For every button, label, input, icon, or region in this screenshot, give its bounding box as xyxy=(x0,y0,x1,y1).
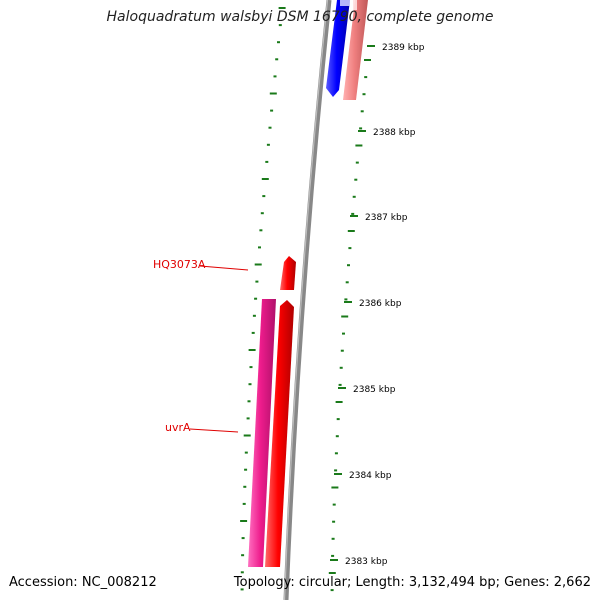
minor-tick-track-left xyxy=(240,7,286,591)
genome-backbone xyxy=(283,0,332,600)
tick-label-2388: 2388 kbp xyxy=(373,128,416,138)
tick-label-2386: 2386 kbp xyxy=(359,299,402,309)
gene-hq3073a[interactable] xyxy=(280,256,296,290)
tick-label-2385: 2385 kbp xyxy=(353,385,396,395)
topology-text: Topology: circular; Length: 3,132,494 bp… xyxy=(233,575,591,590)
major-tick-2384: 2384 kbp xyxy=(334,471,392,481)
accession-text: Accession: NC_008212 xyxy=(9,575,157,590)
tick-label-2389: 2389 kbp xyxy=(382,43,425,53)
gene-label-hq3073a-text: HQ3073A xyxy=(153,258,206,271)
tick-label-2387: 2387 kbp xyxy=(365,213,408,223)
gene-red-long[interactable] xyxy=(265,300,294,567)
major-tick-2389: 2389 kbp xyxy=(367,43,425,53)
minor-tick-track-right xyxy=(328,59,371,592)
major-tick-2387: 2387 kbp xyxy=(350,213,408,223)
tick-label-2384: 2384 kbp xyxy=(349,471,392,481)
gene-uvra[interactable] xyxy=(248,299,276,567)
major-tick-2386: 2386 kbp xyxy=(344,299,402,309)
major-tick-2383: 2383 kbp xyxy=(330,557,388,567)
gene-label-uvra-text: uvrA xyxy=(165,421,191,434)
major-tick-2388: 2388 kbp xyxy=(358,128,416,138)
genome-backbone-highlight xyxy=(283,0,329,600)
gene-salmon-forward[interactable] xyxy=(343,0,368,100)
map-title: Haloquadratum walsbyi DSM 16790, complet… xyxy=(106,9,494,25)
gene-blue-reverse[interactable] xyxy=(326,0,350,97)
major-tick-2385: 2385 kbp xyxy=(338,385,396,395)
tick-label-2383: 2383 kbp xyxy=(345,557,388,567)
gene-label-hq3073a[interactable]: HQ3073A xyxy=(153,258,249,271)
gene-label-uvra[interactable]: uvrA xyxy=(165,421,239,434)
